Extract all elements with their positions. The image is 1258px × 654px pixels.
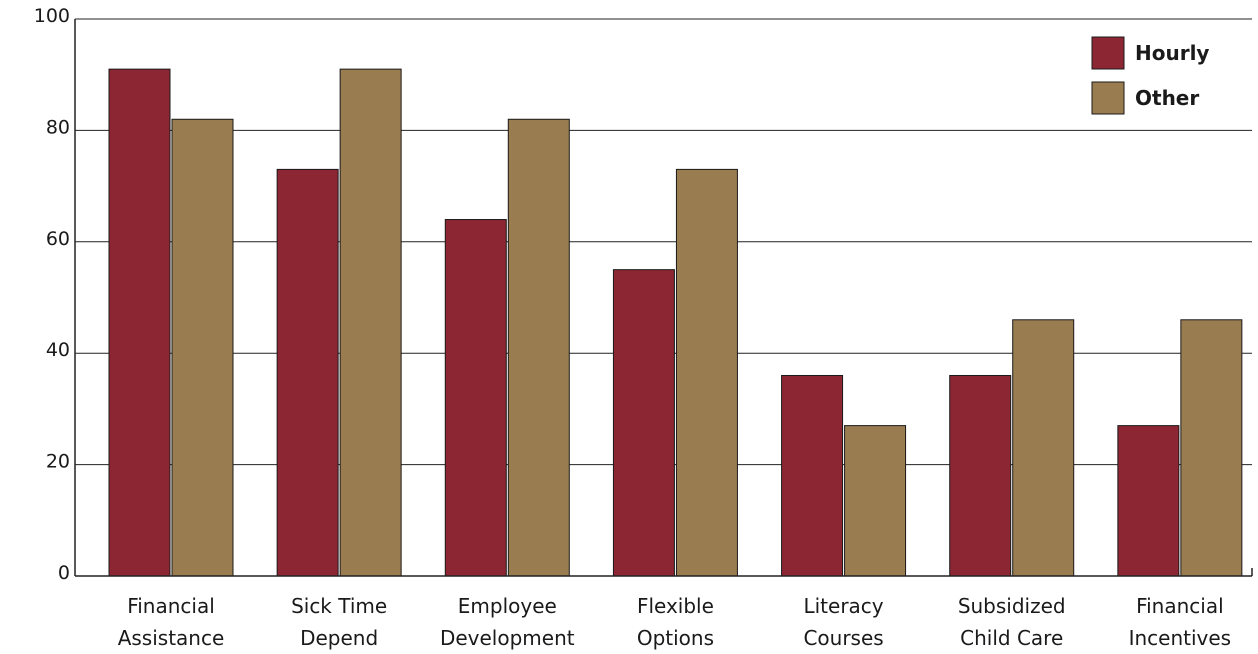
bar-hourly xyxy=(108,68,171,577)
legend: Hourly Other xyxy=(1091,36,1209,115)
category-label-line: Literacy xyxy=(803,594,883,618)
y-tick-label: 100 xyxy=(34,5,70,27)
legend-label-other: Other xyxy=(1135,86,1199,110)
y-tick-label: 20 xyxy=(46,451,70,473)
category-label-line: Depend xyxy=(300,626,378,650)
category-label-line: Financial xyxy=(1136,594,1224,618)
bars xyxy=(108,68,1243,577)
bar-other xyxy=(844,425,907,577)
category-label-line: Child Care xyxy=(960,626,1063,650)
bar-hourly xyxy=(949,374,1012,577)
category-label-line: Assistance xyxy=(118,626,225,650)
bar-hourly xyxy=(781,374,844,577)
category-label-line: Development xyxy=(440,626,575,650)
bar-other xyxy=(675,168,738,577)
category-label: Sick Time Depend xyxy=(291,594,387,650)
bar-other xyxy=(339,68,402,577)
category-label: Employee Development xyxy=(440,594,575,650)
category-label-line: Employee xyxy=(458,594,557,618)
legend-label-hourly: Hourly xyxy=(1135,41,1209,65)
category-labels: Financial Assistance Sick Time Depend Employ… xyxy=(118,594,1231,650)
category-label-line: Flexible xyxy=(637,594,714,618)
category-label: Subsidized Child Care xyxy=(958,594,1066,650)
category-label: Literacy Courses xyxy=(803,594,883,650)
y-tick-label: 40 xyxy=(46,339,70,361)
category-label-line: Incentives xyxy=(1129,626,1232,650)
category-label: Financial Assistance xyxy=(118,594,225,650)
bar-hourly xyxy=(1117,425,1180,577)
y-tick-labels: 0 20 40 60 80 100 xyxy=(34,5,70,584)
legend-swatch-hourly xyxy=(1091,36,1125,70)
y-tick-label: 60 xyxy=(46,228,70,250)
category-label-line: Sick Time xyxy=(291,594,387,618)
category-label: Financial Incentives xyxy=(1129,594,1232,650)
category-label-line: Subsidized xyxy=(958,594,1066,618)
category-label-line: Options xyxy=(637,626,714,650)
category-label-line: Financial xyxy=(127,594,215,618)
y-tick-label: 80 xyxy=(46,116,70,138)
bar-other xyxy=(1012,319,1075,577)
bar-hourly xyxy=(444,219,507,577)
bar-hourly xyxy=(276,168,339,577)
bar-other xyxy=(507,118,570,577)
bar-other xyxy=(171,118,234,577)
axes xyxy=(74,19,1253,577)
y-tick-label: 0 xyxy=(58,562,70,584)
legend-swatch-other xyxy=(1091,81,1125,115)
bar-hourly xyxy=(612,269,675,577)
bar-other xyxy=(1180,319,1243,577)
category-label: Flexible Options xyxy=(637,594,714,650)
category-label-line: Courses xyxy=(803,626,883,650)
